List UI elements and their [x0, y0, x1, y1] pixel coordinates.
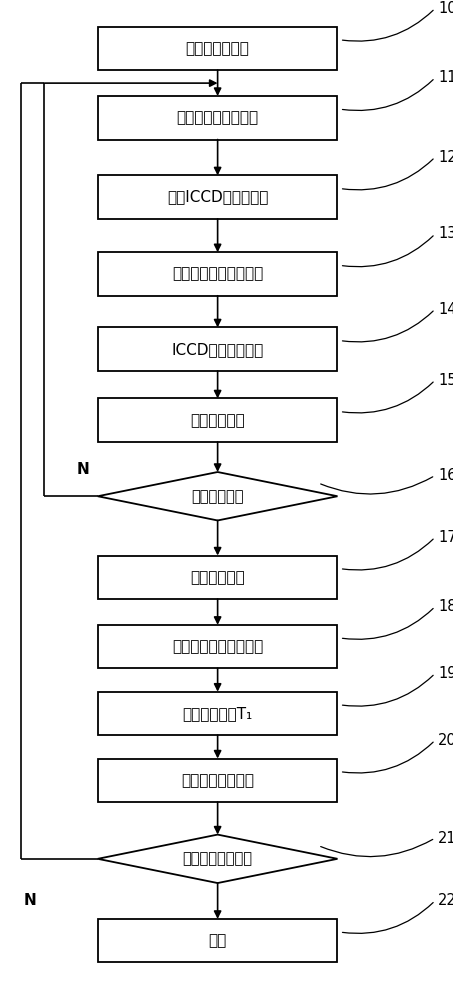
Text: ICCD延时捕捉图像: ICCD延时捕捉图像 [172, 342, 264, 357]
Text: 烧蚀激光发射单次脉冲: 烧蚀激光发射单次脉冲 [172, 267, 263, 282]
FancyBboxPatch shape [98, 556, 337, 599]
FancyBboxPatch shape [98, 919, 337, 962]
Text: 220: 220 [438, 893, 453, 908]
Polygon shape [98, 472, 337, 520]
Text: 调节烧蚀激光器能量: 调节烧蚀激光器能量 [177, 110, 259, 125]
Text: 180: 180 [438, 599, 453, 614]
Text: 获取衰减时间T₁: 获取衰减时间T₁ [183, 706, 253, 721]
Text: 160: 160 [438, 468, 453, 483]
Text: 100: 100 [438, 1, 453, 16]
Text: 叠加捕获图像: 叠加捕获图像 [190, 570, 245, 585]
Polygon shape [98, 835, 337, 883]
Text: 移动平台位置: 移动平台位置 [190, 413, 245, 428]
Text: N: N [76, 462, 89, 477]
Text: 烧蚀激光器调焦: 烧蚀激光器调焦 [186, 41, 250, 56]
Text: 200: 200 [438, 733, 453, 748]
FancyBboxPatch shape [98, 175, 337, 219]
Text: 140: 140 [438, 302, 453, 317]
FancyBboxPatch shape [98, 27, 337, 70]
Text: 图像捕捉完毕: 图像捕捉完毕 [191, 489, 244, 504]
Text: 获得优化重复频率: 获得优化重复频率 [181, 773, 254, 788]
FancyBboxPatch shape [98, 759, 337, 802]
Text: 130: 130 [438, 226, 453, 241]
FancyBboxPatch shape [98, 252, 337, 296]
Text: 设置ICCD门延时时间: 设置ICCD门延时时间 [167, 190, 268, 205]
Text: 120: 120 [438, 150, 453, 165]
FancyBboxPatch shape [98, 327, 337, 371]
Text: 结束: 结束 [208, 933, 227, 948]
FancyBboxPatch shape [98, 692, 337, 735]
Text: 建立空化气泡动态模型: 建立空化气泡动态模型 [172, 639, 263, 654]
Text: 170: 170 [438, 530, 453, 545]
Text: 190: 190 [438, 666, 453, 681]
FancyBboxPatch shape [98, 398, 337, 442]
Text: 重复频率获取完毕: 重复频率获取完毕 [183, 851, 253, 866]
Text: 110: 110 [438, 70, 453, 85]
Text: 150: 150 [438, 373, 453, 388]
Text: N: N [24, 893, 36, 908]
Text: 210: 210 [438, 831, 453, 846]
FancyBboxPatch shape [98, 96, 337, 140]
FancyBboxPatch shape [98, 625, 337, 668]
